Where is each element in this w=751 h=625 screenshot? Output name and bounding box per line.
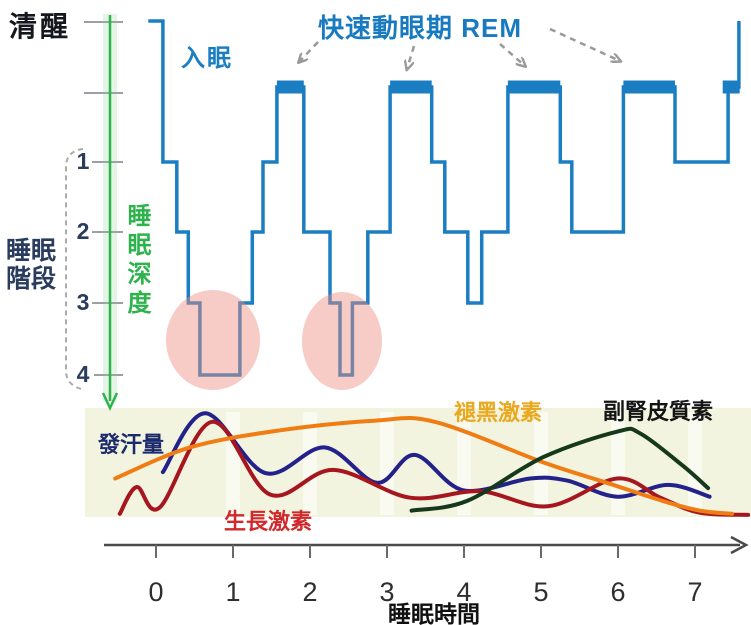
x-tick-label: 0 (148, 577, 163, 607)
x-tick-label: 2 (302, 577, 317, 607)
rem-arrow (499, 43, 525, 66)
sleep-depth-axis-label: 睡眠深度 (123, 203, 150, 319)
melatonin-curve-label: 褪黑激素 (454, 400, 543, 425)
sweat-curve (160, 411, 712, 499)
green-arrowhead-icon (101, 392, 119, 411)
sleep-stage-axis-label: 睡眠階段 (5, 237, 56, 293)
awake-label: 清醒 (9, 11, 72, 42)
x-tick-label: 6 (610, 577, 625, 607)
band-stripe (688, 412, 702, 515)
x-tick-label: 1 (225, 577, 240, 607)
rem-annotation-arrows (299, 27, 620, 69)
x-axis-tick-labels: 0 1 2 3 4 5 6 7 (148, 577, 702, 607)
deep-sleep-highlight (302, 292, 382, 390)
sleep-depth-axis-arrow (101, 14, 119, 411)
stage-tick-1: 1 (76, 148, 90, 174)
growth-hormone-curve-label: 生長激素 (224, 509, 313, 534)
x-tick-label: 7 (687, 577, 702, 607)
stage-level-ticks (84, 21, 123, 376)
band-stripe (611, 412, 625, 515)
hypnogram-line (148, 19, 741, 377)
x-tick-label: 5 (533, 577, 548, 607)
x-axis-title: 睡眠時間 (388, 601, 480, 625)
rem-arrow (549, 27, 620, 61)
deep-sleep-highlight (166, 290, 260, 390)
growth-hormone-curve (117, 419, 751, 517)
band-stripe (380, 412, 394, 515)
cortisol-curve (409, 426, 711, 513)
hypnogram-step-line (148, 19, 741, 377)
cortisol-curve-label: 副腎皮質素 (603, 399, 714, 424)
x-axis (104, 535, 749, 555)
melatonin-curve (113, 416, 734, 516)
rem-arrow (299, 41, 319, 62)
rem-title: 快速動眼期 REM (318, 13, 523, 43)
band-stripe (226, 412, 240, 515)
band-stripe (303, 412, 317, 515)
stage-bracket (65, 148, 86, 391)
x-axis-arrowhead (730, 535, 749, 555)
sweat-curve-label: 發汗量 (98, 432, 165, 457)
hormone-curves (113, 411, 751, 517)
stage-tick-4: 4 (76, 361, 90, 387)
x-tick-label: 4 (456, 577, 471, 607)
stage-tick-3: 3 (76, 289, 90, 315)
sleep-onset-label: 入眠 (181, 45, 233, 72)
x-tick-label: 3 (379, 577, 394, 607)
rem-arrow (407, 45, 416, 69)
x-axis-ticks (155, 545, 696, 558)
deep-sleep-highlights (166, 290, 382, 390)
stage-tick-2: 2 (76, 218, 90, 244)
